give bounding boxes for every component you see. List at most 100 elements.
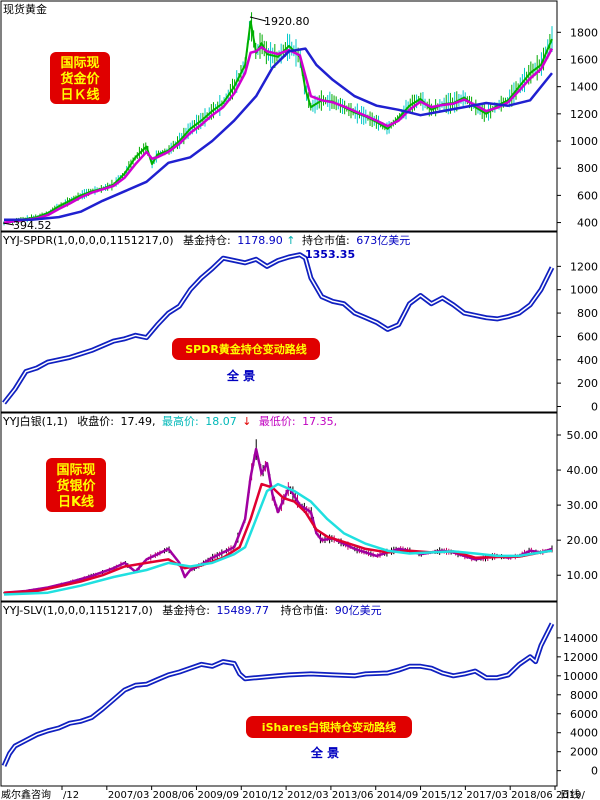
silver-header: YYJ白银(1,1) 收盘价: 17.49, 最高价: 18.07 ↓ 最低价:…: [2, 414, 337, 428]
y-tick-label: 600: [577, 189, 598, 202]
time-axis-ticks: /12 2007/03 2008/06 2009/09 2010/12 2012/03 20…: [61, 786, 585, 800]
slv-header-holding-value: 15489.77: [216, 604, 269, 617]
panel-gold-title: 现货黄金: [3, 2, 47, 16]
y-tick-label: 1000: [570, 135, 598, 148]
gold-high-annotation: 1920.80: [249, 15, 310, 28]
slv-y-axis: 0 2000 4000 6000 8000 10000 12000 14000: [556, 613, 598, 785]
silver-header-close-value: 17.49,: [120, 415, 155, 428]
spdr-badge-box: [172, 338, 320, 360]
y-tick-label: 0: [591, 765, 598, 778]
x-tick-label: 2019/: [556, 790, 585, 800]
x-tick-label: 2018/06: [511, 790, 553, 800]
spdr-header-market-label: 持仓市值:: [302, 233, 350, 247]
y-tick-label: 12000: [563, 651, 598, 664]
spdr-header-name: YYJ-SPDR(1,0,0,0,0,1151217,0): [2, 234, 174, 247]
y-tick-label: 1600: [570, 53, 598, 66]
gold-badge: 国际现 货金价 日Ｋ线: [50, 52, 110, 104]
panel-silver: YYJ白银(1,1) 收盘价: 17.49, 最高价: 18.07 ↓ 最低价:…: [0, 412, 599, 602]
slv-badge-box: [246, 716, 412, 738]
spdr-peak-label: 1353.35: [305, 248, 355, 261]
silver-y-axis: 10.00 20.00 30.00 40.00 50.00: [556, 424, 599, 600]
silver-header-close-label: 收盘价:: [77, 414, 114, 428]
gold-ma-green: [3, 20, 553, 225]
y-tick-label: 30.00: [567, 499, 599, 512]
silver-moving-averages: [3, 447, 553, 596]
silver-header-name: YYJ白银(1,1): [2, 414, 68, 428]
slv-header: YYJ-SLV(1,0,0,0,1151217,0) 基金持仓: 15489.7…: [2, 603, 382, 617]
y-tick-label: 40.00: [567, 464, 599, 477]
x-tick-label: 2013/06: [332, 790, 374, 800]
slv-badge-text: iShares白银持仓变动路线: [262, 720, 396, 734]
x-tick-label: 2008/06: [153, 790, 195, 800]
gold-ma-blue: [4, 47, 553, 222]
gold-low-pointer: [2, 222, 15, 226]
silver-badge-line-3: 日K线: [58, 494, 94, 510]
x-tick-label: 2010/12: [242, 790, 284, 800]
spdr-header-holding-value: 1178.90: [237, 234, 283, 247]
panel-slv-frame: [0, 601, 558, 787]
x-tick-label: 2015/12: [422, 790, 464, 800]
silver-header-low-label: 最低价:: [259, 415, 296, 428]
y-tick-label: 600: [577, 330, 598, 343]
gold-ma-magenta: [3, 46, 554, 224]
gold-badge-box: [50, 52, 110, 104]
y-tick-label: 200: [577, 377, 598, 390]
y-tick-label: 10.00: [567, 569, 599, 582]
spdr-y-axis: 0 200 400 600 800 1000 1200: [556, 246, 598, 413]
silver-header-arrow: ↓: [242, 415, 251, 428]
x-tick-label: 2009/09: [197, 790, 239, 800]
slv-header-holding-label: 基金持仓:: [162, 603, 210, 617]
y-tick-label: 800: [577, 307, 598, 320]
y-tick-label: 0: [591, 400, 598, 413]
spdr-header-market-value: 673亿美元: [356, 234, 410, 247]
y-tick-label: 400: [577, 217, 598, 230]
slv-holdings-line: [1, 622, 555, 767]
slv-line-outer: [1, 622, 555, 767]
slv-header-name: YYJ-SLV(1,0,0,0,1151217,0): [2, 604, 153, 617]
y-tick-label: 14000: [563, 632, 598, 645]
y-tick-label: 8000: [570, 689, 598, 702]
slv-header-market-value: 90亿美元: [335, 604, 382, 617]
panel-spdr: YYJ-SPDR(1,0,0,0,0,1151217,0) 基金持仓: 1178…: [0, 231, 598, 413]
y-tick-label: 800: [577, 162, 598, 175]
y-tick-label: 1200: [570, 260, 598, 273]
time-axis: 威尔鑫咨询 /12 2007/03 2008/06 2009/09 2010/12 201…: [0, 785, 585, 800]
y-tick-label: 1400: [570, 81, 598, 94]
slv-sub-label: 全 景: [310, 745, 339, 760]
gold-badge-line-2: 货金价: [60, 71, 100, 87]
gold-low-annotation: 394.52: [2, 219, 52, 232]
silver-badge-line-2: 货银价: [56, 478, 96, 494]
silver-header-high-value: 18.07: [205, 415, 237, 428]
spdr-header-holding-label: 基金持仓:: [183, 233, 231, 247]
slv-line-inner: [3, 623, 553, 767]
gold-high-pointer: [249, 16, 267, 22]
spdr-line-outer: [2, 252, 555, 405]
panel-gold: 现货黄金 400 600 800 1000 1200 1400 1600 1800 1920.…: [0, 0, 598, 232]
y-tick-label: 1800: [570, 26, 598, 39]
gold-low-label: 394.52: [13, 219, 52, 232]
spdr-holdings-line: [2, 252, 555, 405]
y-tick-label: 50.00: [567, 429, 599, 442]
spdr-line-inner: [3, 253, 553, 404]
spdr-badge-text: SPDR黄金持仓变动路线: [185, 342, 307, 356]
silver-header-low-value: 17.35,: [302, 415, 337, 428]
y-tick-label: 400: [577, 354, 598, 367]
x-tick-label: 2014/09: [377, 790, 419, 800]
time-axis-corner-bg: [0, 787, 58, 800]
panel-slv: YYJ-SLV(1,0,0,0,1151217,0) 基金持仓: 15489.7…: [0, 601, 598, 787]
x-tick-label: 2007/03: [108, 790, 150, 800]
gold-badge-line-1: 国际现: [60, 56, 99, 71]
y-tick-label: 10000: [563, 670, 598, 683]
gold-high-label: 1920.80: [264, 15, 310, 28]
x-tick-label: /12: [63, 790, 79, 800]
y-tick-label: 1000: [570, 284, 598, 297]
slv-header-market-label: 持仓市值:: [280, 603, 328, 617]
silver-badge-box: [46, 458, 106, 512]
time-axis-end-label: 日线: [560, 788, 580, 800]
gold-moving-averages: [3, 20, 554, 225]
silver-ma-cyan: [3, 482, 553, 596]
gold-badge-line-3: 日Ｋ线: [60, 87, 99, 103]
y-tick-label: 4000: [570, 727, 598, 740]
spdr-header-arrow: ↑: [286, 234, 295, 247]
